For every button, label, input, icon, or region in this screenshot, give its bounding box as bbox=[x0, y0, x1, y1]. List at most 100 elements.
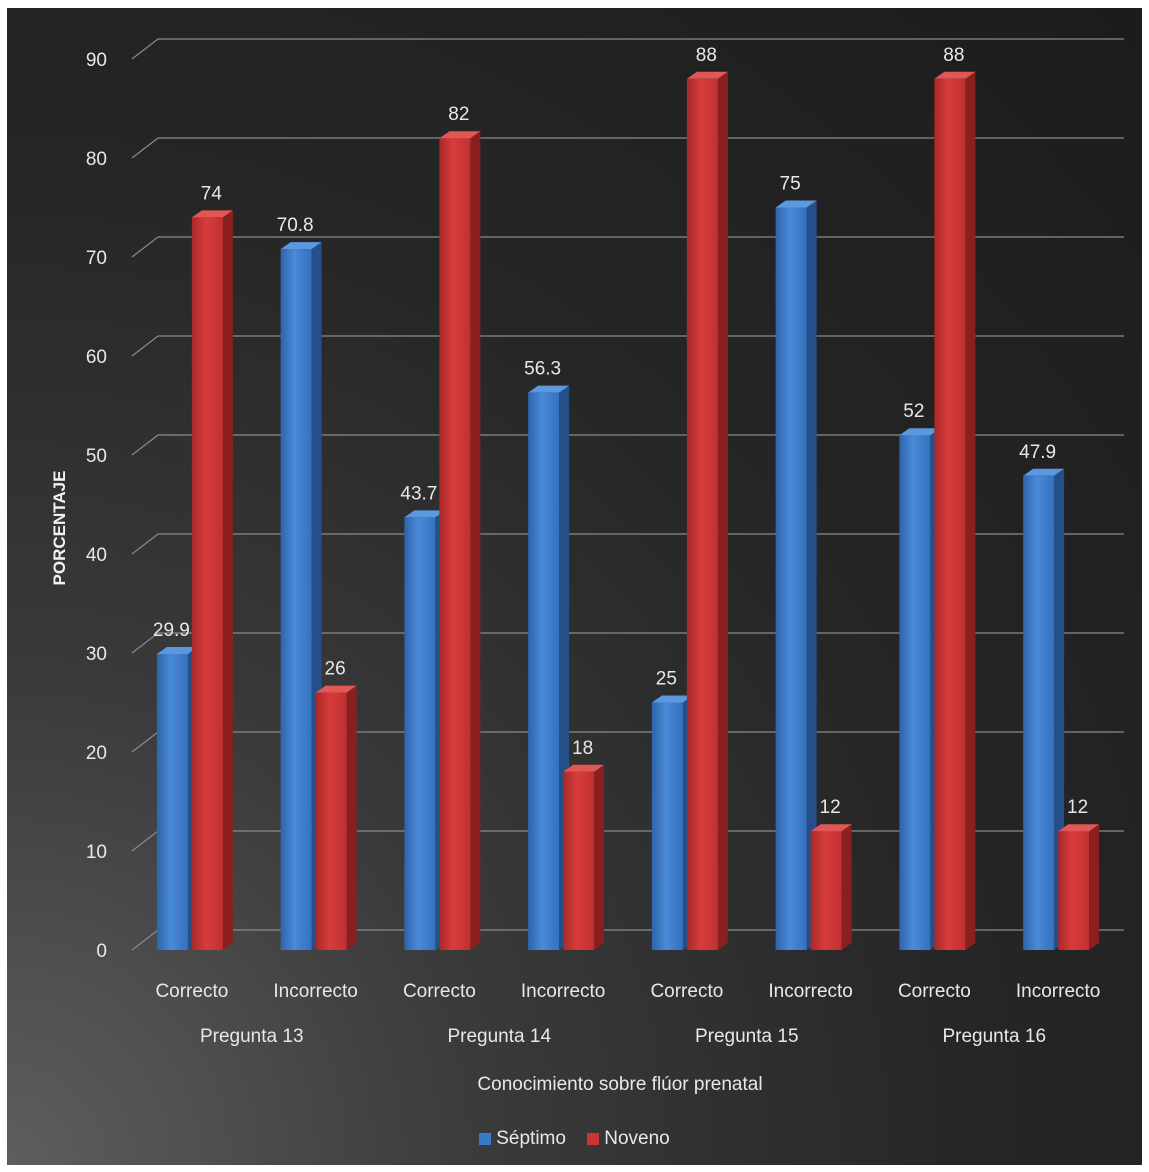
x-group-label: Pregunta 14 bbox=[447, 1026, 551, 1047]
gridline-depth bbox=[131, 929, 159, 951]
bar-noveno bbox=[1058, 831, 1090, 950]
x-axis-title: Conocimiento sobre flúor prenatal bbox=[477, 1074, 762, 1095]
gridline-depth bbox=[131, 236, 159, 258]
data-label: 47.9 bbox=[1019, 442, 1056, 463]
bar-top-noveno bbox=[315, 685, 357, 693]
bar-top-noveno bbox=[810, 824, 852, 832]
bar-noveno bbox=[315, 692, 347, 950]
x-group-label: Pregunta 16 bbox=[942, 1026, 1046, 1047]
legend: Séptimo Noveno bbox=[7, 1128, 1142, 1151]
bar-top-noveno bbox=[686, 71, 728, 79]
bar-top-sptimo bbox=[404, 510, 446, 518]
y-tick-label: 20 bbox=[86, 743, 107, 764]
y-tick-label: 30 bbox=[86, 644, 107, 665]
bar-sptimo bbox=[528, 392, 560, 950]
gridline-depth bbox=[131, 434, 159, 456]
bar-side-sptimo bbox=[806, 200, 817, 950]
bar-sptimo bbox=[1023, 475, 1055, 950]
data-label: 74 bbox=[201, 183, 223, 204]
y-tick-label: 90 bbox=[86, 50, 107, 71]
bar-noveno bbox=[439, 138, 471, 950]
data-label: 12 bbox=[1067, 797, 1088, 818]
x-tick-label: Incorrecto bbox=[768, 981, 852, 1002]
bar-sptimo bbox=[899, 435, 931, 950]
gridline-depth bbox=[131, 533, 159, 555]
data-label: 12 bbox=[820, 797, 841, 818]
data-label: 56.3 bbox=[524, 359, 561, 380]
bar-chart: 0 10 20 30 40 50 60 70 80 90 29.9 74 70.8 26 43.7 82 56… bbox=[50, 38, 1124, 1095]
legend-label-noveno: Noveno bbox=[604, 1128, 670, 1149]
gridline-depth bbox=[131, 335, 159, 357]
bar-side-noveno bbox=[717, 71, 728, 951]
data-label: 26 bbox=[325, 659, 346, 680]
bar-noveno bbox=[810, 831, 842, 950]
bar-top-sptimo bbox=[651, 695, 693, 703]
x-tick-label: Correcto bbox=[898, 981, 971, 1002]
y-tick-label: 10 bbox=[86, 842, 107, 863]
x-tick-label: Correcto bbox=[650, 981, 723, 1002]
x-tick-label: Incorrecto bbox=[273, 981, 357, 1002]
gridline-depth bbox=[131, 830, 159, 852]
gridline-depth bbox=[131, 632, 159, 654]
x-group-label: Pregunta 15 bbox=[695, 1026, 799, 1047]
bar-side-noveno bbox=[1089, 824, 1100, 950]
y-tick-label: 50 bbox=[86, 446, 107, 467]
gridline-depth bbox=[131, 137, 159, 159]
legend-item-septimo: Séptimo bbox=[479, 1128, 566, 1150]
bar-noveno bbox=[191, 217, 223, 950]
bar-top-sptimo bbox=[1023, 468, 1065, 476]
data-label: 25 bbox=[656, 669, 677, 690]
bar-sptimo bbox=[280, 249, 312, 950]
bar-top-noveno bbox=[934, 71, 976, 79]
y-tick-label: 40 bbox=[86, 545, 107, 566]
data-label: 82 bbox=[448, 104, 469, 125]
x-tick-label: Incorrecto bbox=[521, 981, 605, 1002]
data-label: 70.8 bbox=[277, 215, 314, 236]
data-label: 52 bbox=[903, 401, 924, 422]
x-group-label: Pregunta 13 bbox=[200, 1026, 304, 1047]
bar-top-noveno bbox=[1058, 824, 1100, 832]
chart-area: 0 10 20 30 40 50 60 70 80 90 29.9 74 70.8 26 43.7 82 56… bbox=[7, 8, 1142, 1165]
legend-swatch-noveno bbox=[587, 1133, 600, 1145]
legend-label-septimo: Séptimo bbox=[496, 1128, 566, 1149]
bar-noveno bbox=[934, 78, 966, 951]
bar-top-sptimo bbox=[156, 646, 198, 654]
legend-swatch-septimo bbox=[479, 1133, 492, 1145]
data-label: 75 bbox=[780, 174, 801, 195]
data-label: 18 bbox=[572, 738, 593, 759]
bar-top-sptimo bbox=[280, 242, 322, 250]
bar-side-noveno bbox=[841, 824, 852, 950]
bar-sptimo bbox=[404, 517, 436, 950]
bar-side-noveno bbox=[594, 764, 605, 950]
x-tick-label: Correcto bbox=[403, 981, 476, 1002]
bar-top-noveno bbox=[439, 131, 481, 139]
x-axis-ticks: Correcto Incorrecto Correcto Incorrecto Corr… bbox=[155, 981, 1100, 1047]
y-axis-ticks: 0 10 20 30 40 50 60 70 80 90 bbox=[86, 50, 107, 962]
bars: 29.9 74 70.8 26 43.7 82 56.3 18 25 88 75 12 52 88 47.9… bbox=[153, 45, 1100, 951]
bar-noveno bbox=[563, 771, 595, 950]
bar-side-noveno bbox=[965, 71, 976, 951]
legend-item-noveno: Noveno bbox=[587, 1128, 670, 1150]
y-tick-label: 60 bbox=[86, 347, 107, 368]
bar-top-sptimo bbox=[899, 428, 941, 436]
y-tick-label: 80 bbox=[86, 149, 107, 170]
bar-sptimo bbox=[651, 702, 683, 950]
y-tick-label: 0 bbox=[96, 941, 107, 962]
gridline-depth bbox=[131, 731, 159, 753]
gridline-depth bbox=[131, 38, 159, 60]
bar-side-noveno bbox=[222, 210, 233, 950]
bar-top-noveno bbox=[563, 764, 605, 772]
y-tick-label: 70 bbox=[86, 248, 107, 269]
bar-top-noveno bbox=[191, 210, 233, 218]
bar-sptimo bbox=[156, 653, 188, 950]
y-axis-title: PORCENTAJE bbox=[50, 471, 69, 586]
bar-side-noveno bbox=[346, 685, 357, 950]
bar-side-noveno bbox=[470, 131, 481, 950]
data-label: 43.7 bbox=[400, 483, 437, 504]
data-label: 29.9 bbox=[153, 620, 190, 641]
x-tick-label: Correcto bbox=[155, 981, 228, 1002]
bar-noveno bbox=[686, 78, 718, 951]
x-tick-label: Incorrecto bbox=[1016, 981, 1100, 1002]
bar-sptimo bbox=[775, 207, 807, 950]
bar-top-sptimo bbox=[528, 385, 570, 393]
